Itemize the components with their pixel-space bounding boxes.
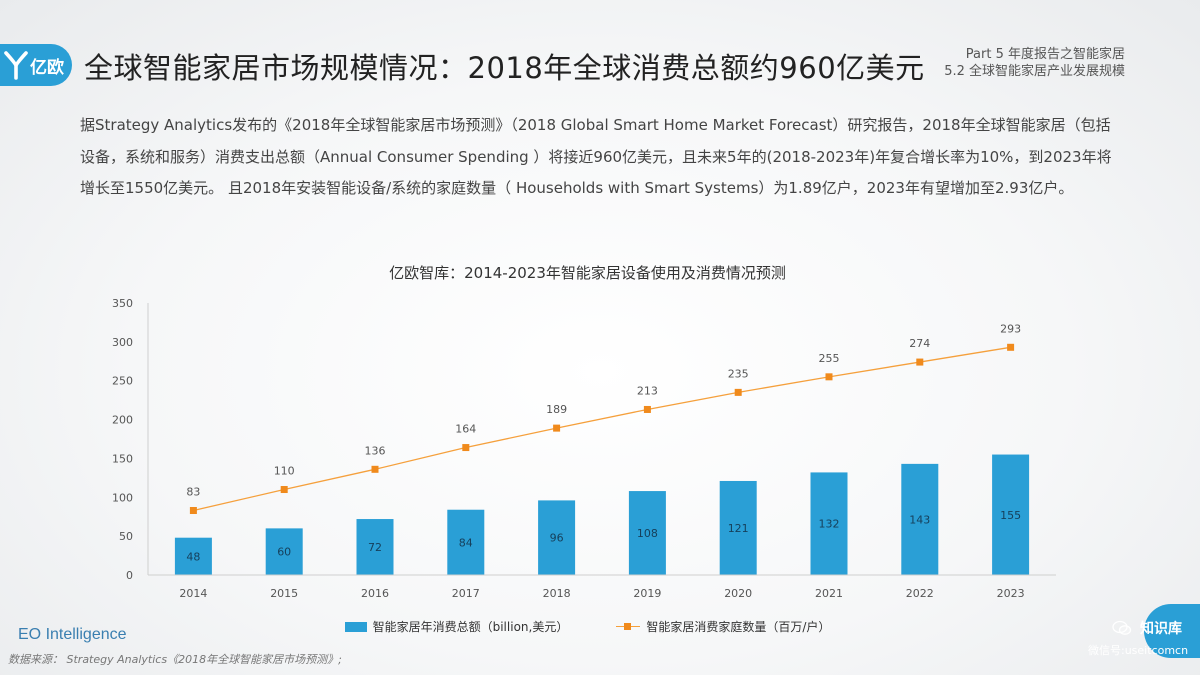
x-tick-label: 2022 (906, 587, 934, 600)
bar (174, 537, 212, 575)
y-tick-label: 300 (112, 336, 133, 349)
bar (810, 472, 848, 575)
intro-paragraph: 据Strategy Analytics发布的《2018年全球智能家居市场预测》（… (80, 116, 1112, 197)
bar (901, 463, 939, 575)
watermark-subtitle: 微信号:useitcomcn (1088, 644, 1189, 657)
line-series: 83 110 136 164 189 213 235 255 274 293 (186, 322, 1021, 514)
legend-item-spending: 智能家居年消费总额（billion,美元） (344, 618, 569, 635)
bar-series: 48 60 72 84 96 108 121 132 143 155 (174, 454, 1030, 575)
x-tick-label: 2023 (997, 587, 1025, 600)
line-data-label: 136 (365, 444, 386, 457)
bar-data-label: 108 (637, 527, 658, 540)
series-line (193, 346, 1011, 512)
logo: 亿欧 (0, 44, 72, 86)
bar-data-label: 84 (459, 536, 473, 549)
bar-data-label: 143 (909, 513, 930, 526)
x-tick-label: 2018 (543, 587, 571, 600)
x-tick-label: 2021 (815, 587, 843, 600)
watermark-badge (1144, 604, 1200, 658)
legend-label-spending: 智能家居年消费总额（billion,美元） (372, 620, 569, 634)
bar-data-label: 60 (277, 546, 291, 559)
y-tick-label: 250 (112, 375, 133, 388)
line-data-label: 293 (1000, 322, 1021, 335)
logo-y-icon (4, 51, 28, 80)
section-label: Part 5 年度报告之智能家居 5.2 全球智能家居产业发展规模 (944, 46, 1125, 80)
y-tick-label: 350 (112, 297, 133, 310)
bar-data-label: 72 (368, 541, 382, 554)
source-note: 数据来源： Strategy Analytics《2018年全球智能家居市场预测… (8, 653, 342, 666)
line-point (371, 465, 379, 473)
bar (538, 500, 576, 575)
x-tick-label: 2017 (452, 587, 480, 600)
bar (992, 454, 1030, 575)
line-data-label: 83 (186, 485, 200, 498)
bar (447, 509, 485, 575)
x-axis: 2014 2015 2016 2017 2018 2019 2020 2021 2022 2023 (148, 574, 1056, 600)
line-point (189, 506, 197, 514)
x-tick-label: 2019 (633, 587, 661, 600)
line-point (916, 358, 924, 366)
page-title: 全球智能家居市场规模情况：2018年全球消费总额约960亿美元 (84, 51, 925, 85)
line-point (462, 444, 470, 452)
line-data-label: 213 (637, 384, 658, 397)
y-tick-label: 150 (112, 452, 133, 465)
bar-data-label: 121 (728, 522, 749, 535)
legend-swatch-bar (344, 621, 367, 632)
y-tick-label: 100 (112, 491, 133, 504)
legend-swatch-line (616, 622, 641, 632)
footer-brand: EO Intelligence (18, 626, 127, 643)
x-tick-label: 2015 (270, 587, 298, 600)
line-data-label: 110 (274, 465, 295, 478)
section-part: Part 5 年度报告之智能家居 (965, 47, 1125, 62)
legend-label-households: 智能家居消费家庭数量（百万/户） (646, 620, 831, 634)
line-data-label: 255 (819, 352, 840, 365)
legend-item-households: 智能家居消费家庭数量（百万/户） (616, 618, 830, 635)
chart-legend: 智能家居年消费总额（billion,美元） 智能家居消费家庭数量（百万/户） (0, 618, 1175, 635)
bar-data-label: 96 (550, 532, 564, 545)
bar-data-label: 132 (819, 518, 840, 531)
wechat-icon (1112, 620, 1132, 635)
logo-text: 亿欧 (30, 57, 64, 78)
line-point (1007, 343, 1015, 351)
y-tick-label: 200 (112, 414, 133, 427)
bar-data-label: 48 (186, 550, 200, 563)
bar (719, 480, 757, 575)
line-data-label: 189 (546, 403, 567, 416)
y-axis: 0 50 100 150 200 250 300 350 (112, 297, 149, 582)
line-data-label: 235 (728, 367, 749, 380)
watermark-title: 知识库 (1140, 621, 1182, 637)
y-tick-label: 0 (126, 569, 133, 582)
line-data-label: 164 (455, 423, 476, 436)
bar (628, 491, 666, 575)
section-subsection: 5.2 全球智能家居产业发展规模 (944, 64, 1125, 79)
bar (265, 528, 303, 575)
chart-title: 亿欧智库：2014-2023年智能家居设备使用及消费情况预测 (389, 264, 786, 282)
bar-data-label: 155 (1000, 509, 1021, 522)
line-point (553, 424, 561, 432)
line-data-label: 274 (909, 337, 930, 350)
x-tick-label: 2014 (179, 587, 207, 600)
x-tick-label: 2016 (361, 587, 389, 600)
x-tick-label: 2020 (724, 587, 752, 600)
y-tick-label: 50 (119, 530, 133, 543)
line-point (825, 373, 833, 381)
bar (356, 519, 394, 575)
line-point (280, 486, 288, 494)
line-point (734, 388, 742, 396)
line-point (643, 405, 651, 413)
